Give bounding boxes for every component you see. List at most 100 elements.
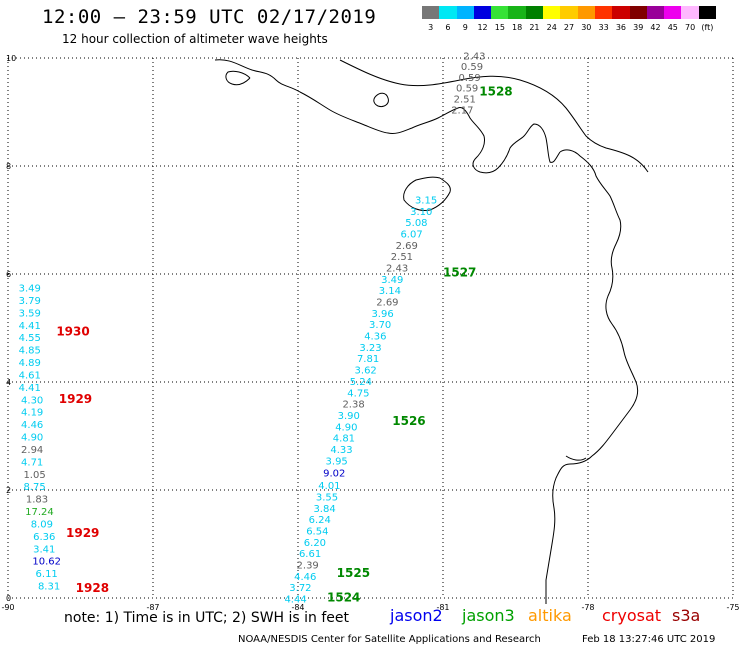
track-1525: 6.246.546.206.612.394.46 1525 <box>294 515 370 583</box>
wave-height-label: 3.72 <box>289 583 311 594</box>
wave-height-label: 4.71 <box>21 457 43 468</box>
lat-lon-grid <box>7 57 734 599</box>
legend-label: 36 <box>615 23 626 32</box>
legend-swatch: 70 <box>681 6 699 33</box>
legend-color <box>439 6 457 19</box>
y-tick-label: 2 <box>6 486 11 495</box>
y-tick-label: 4 <box>6 378 11 387</box>
y-tick-label: 6 <box>6 270 11 279</box>
wave-height-label: 0.59 <box>458 73 480 84</box>
wave-height-label: 3.95 <box>326 456 348 467</box>
wave-height-label: 3.49 <box>19 284 41 295</box>
legend-swatch: 39 <box>629 6 647 33</box>
wave-height-label: 8.31 <box>38 582 60 593</box>
wave-height-label: 17.24 <box>25 507 54 518</box>
legend-swatch: 27 <box>560 6 578 33</box>
legend-swatch: 42 <box>646 6 665 33</box>
wave-height-label: 9.02 <box>323 469 345 480</box>
legend-color <box>681 6 699 19</box>
wave-height-label: 4.36 <box>364 332 386 343</box>
wave-height-label: 6.20 <box>304 538 326 549</box>
wave-height-label: 4.44 <box>284 595 306 606</box>
legend-color <box>594 6 613 19</box>
legend-swatch: 21 <box>525 6 544 33</box>
legend-color <box>577 6 595 19</box>
wave-height-label: 7.81 <box>357 354 379 365</box>
legend-label: 15 <box>494 23 505 32</box>
legend-color <box>664 6 682 19</box>
legend-label: 3 <box>428 23 434 32</box>
x-tick-label: -84 <box>291 603 304 612</box>
track-1524: 3.724.44 1524 <box>284 583 360 605</box>
satellite-jason3: jason3 <box>462 606 515 625</box>
legend-color <box>525 6 544 19</box>
legend-swatch: 24 <box>543 6 561 33</box>
color-legend: 3 6 9 12 15 18 21 24 27 30 33 36 39 42 45 70 (ft) <box>422 6 717 33</box>
legend-label: 9 <box>462 23 468 32</box>
wave-height-label: 3.62 <box>355 366 377 377</box>
wave-height-label: 2.51 <box>454 95 476 106</box>
legend-swatch: 33 <box>594 6 613 33</box>
wave-height-label: 10.62 <box>32 557 61 568</box>
legend-label: 39 <box>633 23 644 32</box>
legend-label: 21 <box>529 23 540 32</box>
wave-height-label: 2.38 <box>342 400 364 411</box>
wave-height-label: 1.83 <box>26 495 48 506</box>
wave-height-label: 2.94 <box>21 445 43 456</box>
wave-height-label: 4.81 <box>333 434 355 445</box>
wave-height-label: 2.69 <box>376 298 398 309</box>
y-tick-label: 8 <box>6 162 11 171</box>
legend-label: 18 <box>512 23 523 32</box>
map-subtitle: 12 hour collection of altimeter wave hei… <box>62 32 328 46</box>
legend-swatch: 18 <box>508 6 526 33</box>
pass-time-label: 1527 <box>443 265 476 279</box>
wave-height-label: 3.96 <box>371 309 393 320</box>
track-1526: 2.383.904.904.814.333.95 9.024.013.553.84… <box>313 400 425 515</box>
wave-height-label: 3.10 <box>410 207 432 218</box>
wave-height-label: 3.55 <box>316 492 338 503</box>
wave-height-label: 3.79 <box>19 296 41 307</box>
satellite-tracks: 3.493.793.594.414.554.854.894.614.411930… <box>19 51 513 605</box>
wave-height-label: 4.19 <box>21 408 43 419</box>
wave-height-label: 3.15 <box>415 195 437 206</box>
wave-height-label: 4.85 <box>19 346 41 357</box>
pass-time-label: 1929 <box>59 392 92 406</box>
legend-label: 27 <box>563 23 575 32</box>
wave-height-label: 3.41 <box>33 544 55 555</box>
track-1928: 10.626.11 8.31 1928 <box>32 557 109 595</box>
wave-height-label: 4.01 <box>318 481 340 492</box>
coastline <box>214 59 649 604</box>
pass-time-label: 1524 <box>327 590 360 604</box>
map-title: 12:00 – 23:59 UTC 02/17/2019 <box>42 6 377 28</box>
legend-color <box>612 6 630 19</box>
legend-swatch: 15 <box>491 6 509 33</box>
x-tick-label: -90 <box>1 603 14 612</box>
wave-height-label: 2.51 <box>391 252 413 263</box>
wave-height-label: 3.59 <box>19 308 41 319</box>
wave-height-label: 2.69 <box>396 241 418 252</box>
wave-height-label: 4.46 <box>294 572 316 583</box>
wave-height-label: 2.17 <box>451 105 473 116</box>
track-1929: 4.30 4.194.46 4.902.944.71 1.058.75 1929 <box>21 392 92 493</box>
wave-height-label: 4.55 <box>19 333 41 344</box>
x-tick-label: -87 <box>146 603 159 612</box>
wave-height-label: 4.30 <box>21 395 43 406</box>
wave-height-label: 0.59 <box>456 84 478 95</box>
x-tick-label: -78 <box>581 603 594 612</box>
wave-height-label: 4.89 <box>19 358 41 369</box>
pass-time-label: 1928 <box>76 581 109 595</box>
pass-time-label: 1930 <box>56 325 89 339</box>
legend-color <box>698 6 717 19</box>
legend-swatch: 3 <box>422 6 440 33</box>
legend-label: 30 <box>581 23 592 32</box>
legend-label: 42 <box>650 23 661 32</box>
legend-label: 33 <box>598 23 609 32</box>
x-tick-label: -81 <box>436 603 449 612</box>
wave-height-label: 4.75 <box>347 388 369 399</box>
legend-label: 70 <box>685 23 696 32</box>
wave-height-label: 4.90 <box>335 422 357 433</box>
wave-height-label: 4.41 <box>19 383 41 394</box>
wave-height-label: 3.90 <box>338 411 360 422</box>
wave-height-label: 8.09 <box>31 519 53 530</box>
